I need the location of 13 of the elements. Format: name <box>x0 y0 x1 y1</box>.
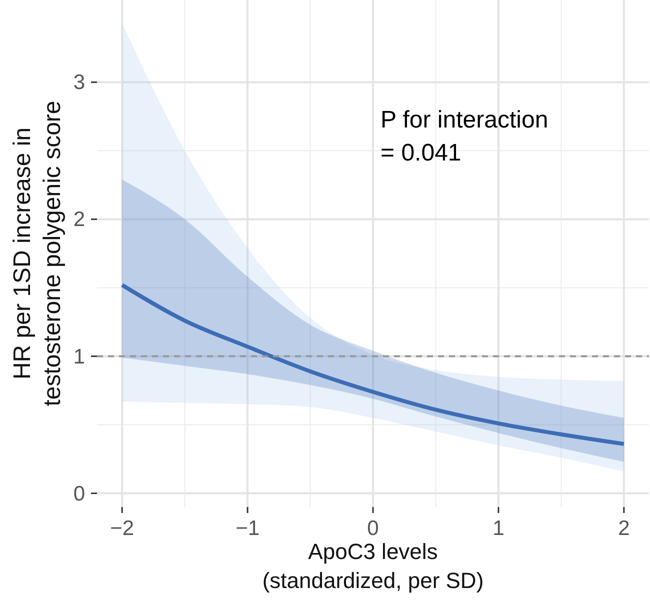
x-tick-label: 0 <box>367 517 379 540</box>
x-tick-label: 2 <box>618 517 630 540</box>
y-tick-label: 0 <box>73 482 85 506</box>
line-series <box>120 283 626 446</box>
x-tick-label: −1 <box>236 517 260 540</box>
x-axis-title: ApoC3 levels (standardized, per SD) <box>262 539 484 593</box>
y-tick-label: 1 <box>73 345 85 368</box>
y-tick-label: 3 <box>73 71 85 94</box>
y-axis-title: HR per 1SD increase in testosterone polygenic score <box>9 100 66 406</box>
annotation: P for interaction = 0.041 <box>380 106 548 166</box>
y-tick-label: 2 <box>73 208 85 232</box>
x-tick-label: −2 <box>110 517 134 540</box>
x-tick-label: 1 <box>492 517 504 540</box>
